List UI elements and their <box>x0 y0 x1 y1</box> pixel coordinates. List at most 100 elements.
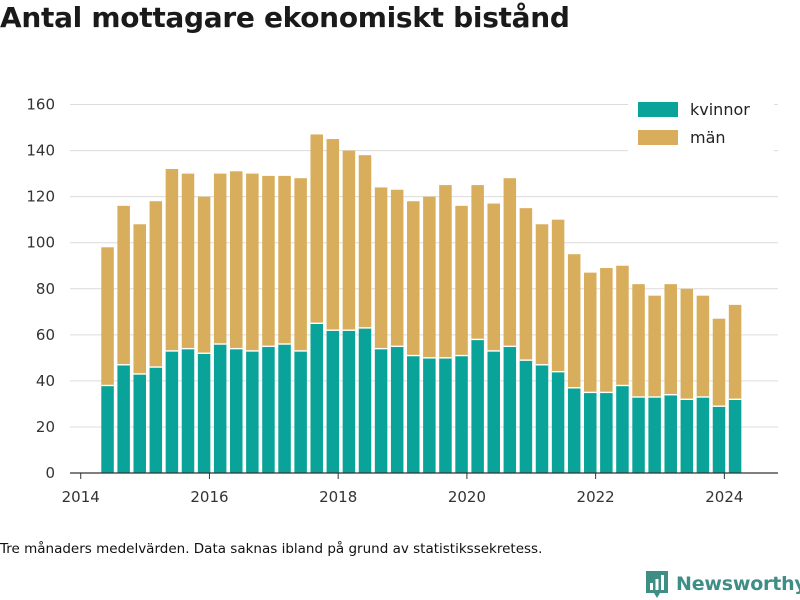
bar-kvinnor-2016-06 <box>230 348 243 473</box>
bar-man-2022-12 <box>648 295 661 397</box>
bar-man-2017-12 <box>326 139 340 331</box>
y-tick-label: 120 <box>26 188 55 206</box>
bar-kvinnor-2023-09 <box>696 397 710 473</box>
legend-label-kvinnor: kvinnor <box>690 100 750 119</box>
bar-man-2024-03 <box>728 304 742 400</box>
bar-kvinnor-2018-12 <box>390 346 404 473</box>
bar-kvinnor-2017-03 <box>278 344 291 473</box>
bar-kvinnor-2019-06 <box>423 357 436 473</box>
y-tick-label: 60 <box>36 326 55 344</box>
bar-kvinnor-2016-09 <box>246 350 259 473</box>
bar-man-2023-12 <box>712 318 726 407</box>
bar-man-2020-03 <box>471 185 484 340</box>
legend-swatch-kvinnor <box>638 102 678 117</box>
bar-kvinnor-2023-12 <box>712 406 726 473</box>
bar-kvinnor-2016-03 <box>213 344 227 473</box>
y-tick-label: 20 <box>36 418 55 436</box>
bar-man-2020-09 <box>503 178 517 347</box>
footnote: Tre månaders medelvärden. Data saknas ib… <box>0 541 543 557</box>
bar-man-2023-03 <box>664 284 677 395</box>
bar-man-2023-09 <box>696 295 710 397</box>
bar-man-2019-09 <box>439 185 452 358</box>
bar-man-2017-09 <box>310 134 323 324</box>
bar-kvinnor-2014-12 <box>133 373 146 473</box>
x-tick-label: 2016 <box>190 488 228 506</box>
bar-man-2021-03 <box>535 224 549 365</box>
y-tick-label: 100 <box>26 234 55 252</box>
bar-man-2018-12 <box>390 189 404 347</box>
bar-kvinnor-2021-06 <box>551 371 565 473</box>
bars <box>101 134 742 473</box>
bar-man-2018-09 <box>374 187 388 349</box>
bar-man-2021-09 <box>567 254 581 388</box>
bar-kvinnor-2020-06 <box>487 350 500 473</box>
x-tick-label: 2024 <box>705 488 743 506</box>
bar-kvinnor-2024-03 <box>728 399 742 473</box>
bar-man-2021-06 <box>551 219 565 372</box>
bar-man-2020-12 <box>519 208 533 361</box>
bar-kvinnor-2017-12 <box>326 330 340 473</box>
bar-man-2019-12 <box>455 205 468 356</box>
brand-name: Newsworthy <box>676 573 800 595</box>
bar-man-2020-06 <box>487 203 500 351</box>
bar-kvinnor-2019-03 <box>407 355 420 473</box>
bar-kvinnor-2019-09 <box>439 357 452 473</box>
bar-kvinnor-2020-09 <box>503 346 517 473</box>
bar-man-2023-06 <box>680 288 694 400</box>
bar-man-2022-06 <box>616 265 629 386</box>
axes: 0 20 40 60 80 100 120 140 160 2014 2016 2018 2020 202… <box>26 96 778 506</box>
chart-title: Antal mottagare ekonomiskt bistånd <box>0 1 570 34</box>
bar-man-2019-03 <box>407 201 420 356</box>
y-tick-label: 0 <box>45 464 55 482</box>
bar-kvinnor-2017-06 <box>294 350 307 473</box>
bar-man-2022-09 <box>632 284 645 397</box>
bar-kvinnor-2016-12 <box>262 346 275 473</box>
y-tick-label: 80 <box>36 280 55 298</box>
bar-kvinnor-2023-03 <box>664 394 677 473</box>
bar-kvinnor-2018-03 <box>342 330 356 473</box>
bar-kvinnor-2022-12 <box>648 397 661 473</box>
x-tick-label: 2014 <box>62 488 100 506</box>
y-tick-label: 140 <box>26 142 55 160</box>
bar-kvinnor-2022-03 <box>600 392 613 473</box>
bar-kvinnor-2015-03 <box>149 367 163 473</box>
bar-kvinnor-2015-09 <box>181 348 195 473</box>
bar-man-2015-03 <box>149 201 163 368</box>
bar-kvinnor-2018-09 <box>374 348 388 473</box>
x-tick-label: 2022 <box>577 488 615 506</box>
bar-man-2019-06 <box>423 196 436 358</box>
bar-kvinnor-2023-06 <box>680 399 694 473</box>
bar-man-2022-03 <box>600 268 613 393</box>
bar-kvinnor-2015-06 <box>165 350 179 473</box>
bar-man-2014-09 <box>117 205 130 365</box>
bar-kvinnor-2014-06 <box>101 385 114 473</box>
bar-kvinnor-2022-06 <box>616 385 629 473</box>
bar-man-2015-12 <box>197 196 211 354</box>
bar-man-2016-03 <box>213 173 227 345</box>
stacked-bar-chart: 0 20 40 60 80 100 120 140 160 2014 2016 2018 2020 202… <box>26 96 778 506</box>
bar-kvinnor-2018-06 <box>358 327 372 473</box>
bar-man-2016-09 <box>246 173 259 351</box>
bar-kvinnor-2014-09 <box>117 364 130 473</box>
bar-kvinnor-2022-09 <box>632 397 645 473</box>
x-tick-label: 2018 <box>319 488 357 506</box>
bar-kvinnor-2020-03 <box>471 339 484 473</box>
bar-man-2015-06 <box>165 169 179 351</box>
bar-kvinnor-2017-09 <box>310 323 323 473</box>
bar-man-2018-06 <box>358 155 372 328</box>
bar-man-2017-06 <box>294 178 307 351</box>
newsworthy-logo-icon <box>646 571 668 598</box>
bar-man-2016-12 <box>262 175 275 347</box>
bar-kvinnor-2021-09 <box>567 387 581 473</box>
bar-man-2014-06 <box>101 247 114 386</box>
bar-kvinnor-2020-12 <box>519 360 533 473</box>
bar-kvinnor-2021-03 <box>535 364 549 473</box>
bar-kvinnor-2015-12 <box>197 353 211 473</box>
bar-man-2018-03 <box>342 150 356 331</box>
bar-man-2017-03 <box>278 175 291 345</box>
legend: kvinnor män <box>628 96 774 152</box>
y-tick-label: 40 <box>36 372 55 390</box>
bar-kvinnor-2019-12 <box>455 355 468 473</box>
legend-label-man: män <box>690 128 726 147</box>
bar-man-2021-12 <box>584 272 597 393</box>
